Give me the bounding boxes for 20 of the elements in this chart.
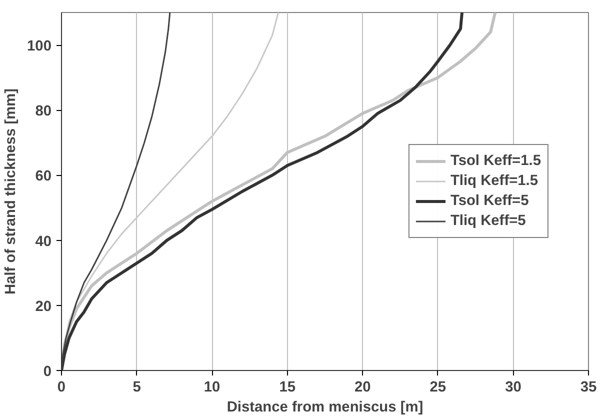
y-axis-title: Half of strand thickness [mm] [3,88,20,295]
x-tick-label: 5 [132,380,141,396]
y-tick-label: 20 [35,298,52,315]
legend-label: Tliq Keff=1.5 [450,172,538,190]
x-tick-label: 0 [57,380,66,396]
x-tick-label: 10 [204,380,220,396]
y-tick-label: 60 [35,168,52,185]
legend-label: Tsol Keff=1.5 [450,152,541,170]
y-tick-label: 0 [43,364,52,380]
legend-label: Tsol Keff=5 [450,192,529,210]
legend-label: Tliq Keff=5 [450,212,526,230]
x-tick-label: 15 [279,380,296,396]
x-axis-title: Distance from meniscus [m] [226,400,424,416]
x-tick-label: 25 [430,380,446,396]
y-tick-label: 100 [27,38,52,55]
x-tick-label: 20 [354,380,371,396]
x-tick-label: 30 [505,380,522,396]
x-tick-label: 35 [580,380,597,396]
y-tick-label: 80 [35,104,52,120]
y-tick-label: 40 [35,234,52,250]
